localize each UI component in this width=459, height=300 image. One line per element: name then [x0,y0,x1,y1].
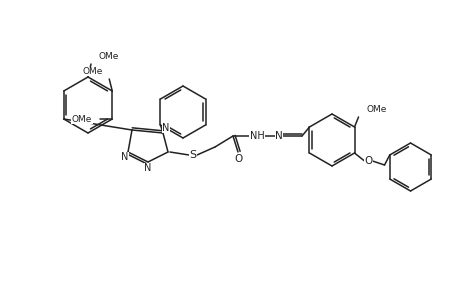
Text: OMe: OMe [366,105,386,114]
Text: OMe: OMe [72,115,92,124]
Text: OMe: OMe [99,52,119,61]
Text: N: N [274,131,282,141]
Text: N: N [162,123,169,133]
Text: O: O [235,154,243,164]
Text: OMe: OMe [83,67,103,76]
Text: N: N [121,152,129,162]
Text: O: O [364,156,372,166]
Text: S: S [189,150,196,160]
Text: NH: NH [249,131,264,141]
Text: N: N [144,163,151,173]
